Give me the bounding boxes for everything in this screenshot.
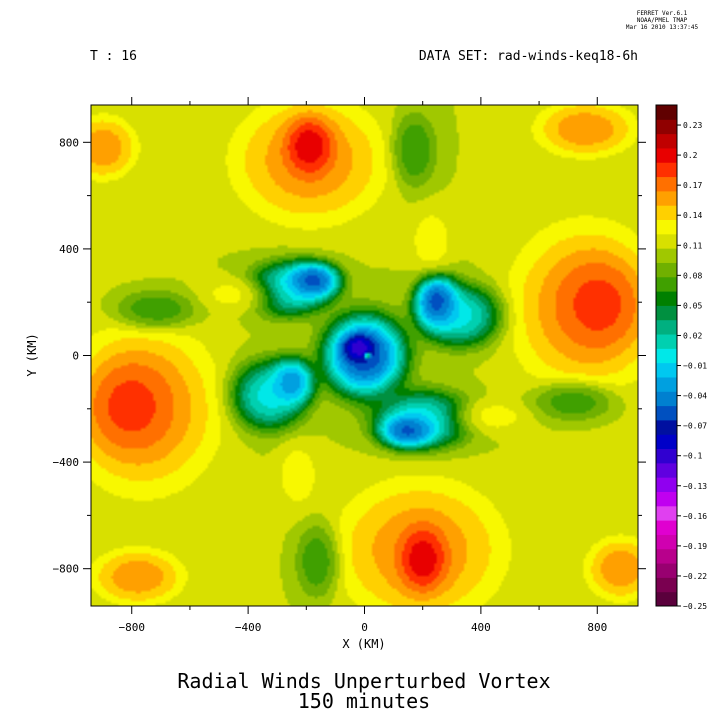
y-tick-label: −400 xyxy=(53,456,80,469)
colorbar-swatch xyxy=(656,563,677,578)
y-tick-label: 800 xyxy=(59,136,79,149)
colorbar-swatch xyxy=(656,262,677,278)
colorbar-swatch xyxy=(656,462,677,478)
colorbar-swatch xyxy=(656,505,677,521)
colorbar-tick-label: 0.05 xyxy=(683,301,702,310)
software-org: NOAA/PMEL TMAP xyxy=(637,17,688,24)
colorbar-tick-label: −0.16 xyxy=(683,512,707,521)
colorbar-swatch xyxy=(656,276,677,292)
time-label: T : 16 xyxy=(90,49,137,64)
colorbar-swatch xyxy=(656,591,677,607)
software-version: FERRET Ver.6.1 xyxy=(637,10,688,17)
colorbar-swatch xyxy=(656,219,677,235)
colorbar-tick-label: −0.13 xyxy=(683,482,707,491)
x-tick-label: −400 xyxy=(235,621,262,634)
colorbar-tick-label: 0.08 xyxy=(683,271,702,280)
colorbar-tick-label: 0.17 xyxy=(683,181,702,190)
colorbar-tick-label: −0.19 xyxy=(683,542,707,551)
y-tick-label: 0 xyxy=(72,350,79,363)
colorbar-swatch xyxy=(656,248,677,263)
colorbar-swatch xyxy=(656,291,677,306)
colorbar-swatch xyxy=(656,391,677,407)
colorbar-swatch xyxy=(656,362,677,378)
colorbar-swatch xyxy=(656,419,677,435)
colorbar-swatch xyxy=(656,176,677,192)
y-tick-label: −800 xyxy=(53,563,80,576)
colorbar-tick-label: −0.01 xyxy=(683,362,707,371)
colorbar-tick-label: 0.14 xyxy=(683,211,702,220)
colorbar-swatch xyxy=(656,162,677,178)
colorbar-swatch xyxy=(656,491,677,507)
x-tick-label: 800 xyxy=(587,621,607,634)
x-tick-label: −800 xyxy=(118,621,145,634)
colorbar-swatch xyxy=(656,305,677,321)
colorbar: 0.23 0.2 0.17 0.14 0.11 0.08 0.05 0.02 −0.01 −0.0… xyxy=(655,104,707,611)
x-axis: −800 −400 0 400 800 xyxy=(118,97,607,634)
plot-area xyxy=(90,104,639,607)
colorbar-tick-label: −0.25 xyxy=(683,602,707,611)
colorbar-tick-label: 0.23 xyxy=(683,121,702,130)
y-tick-label: 400 xyxy=(59,243,79,256)
colorbar-tick-label: −0.07 xyxy=(683,422,707,431)
colorbar-swatch xyxy=(656,534,677,550)
colorbar-tick-label: −0.22 xyxy=(683,572,707,581)
y-axis: −800 −400 0 400 800 xyxy=(53,136,646,576)
colorbar-swatch xyxy=(656,105,677,120)
colorbar-swatch xyxy=(656,233,677,249)
colorbar-swatch xyxy=(656,319,677,335)
chart-subtitle: 150 minutes xyxy=(298,689,430,713)
colorbar-tick-label: 0.02 xyxy=(683,331,702,340)
colorbar-frame xyxy=(655,104,678,607)
colorbar-swatch xyxy=(656,119,677,135)
colorbar-swatch xyxy=(656,405,677,421)
colorbar-swatch xyxy=(656,548,677,564)
x-axis-label: X (KM) xyxy=(342,637,385,651)
x-tick-label: 400 xyxy=(471,621,491,634)
colorbar-tick-label: −0.04 xyxy=(683,392,707,401)
colorbar-swatch xyxy=(656,448,677,464)
colorbar-swatch xyxy=(656,190,677,206)
colorbar-swatch xyxy=(656,520,677,535)
colorbar-swatch xyxy=(656,434,677,450)
colorbar-swatch xyxy=(656,348,677,364)
colorbar-swatch xyxy=(656,376,677,392)
colorbar-swatch xyxy=(656,577,677,593)
colorbar-swatch xyxy=(656,147,677,163)
colorbar-swatch xyxy=(656,477,677,492)
radial-wind-field xyxy=(91,105,638,606)
colorbar-swatch xyxy=(656,334,677,349)
colorbar-swatch xyxy=(656,205,677,221)
chart-title: Radial Winds Unperturbed Vortex xyxy=(177,669,550,693)
colorbar-tick-label: −0.1 xyxy=(683,452,702,461)
colorbar-tick-label: 0.11 xyxy=(683,241,702,250)
render-timestamp: Mar 16 2010 13:37:45 xyxy=(626,24,699,31)
colorbar-swatch xyxy=(656,133,677,149)
dataset-label: DATA SET: rad-winds-keq18-6h xyxy=(419,49,638,64)
x-tick-label: 0 xyxy=(361,621,368,634)
y-axis-label: Y (KM) xyxy=(25,333,39,376)
colorbar-tick-label: 0.2 xyxy=(683,151,698,160)
